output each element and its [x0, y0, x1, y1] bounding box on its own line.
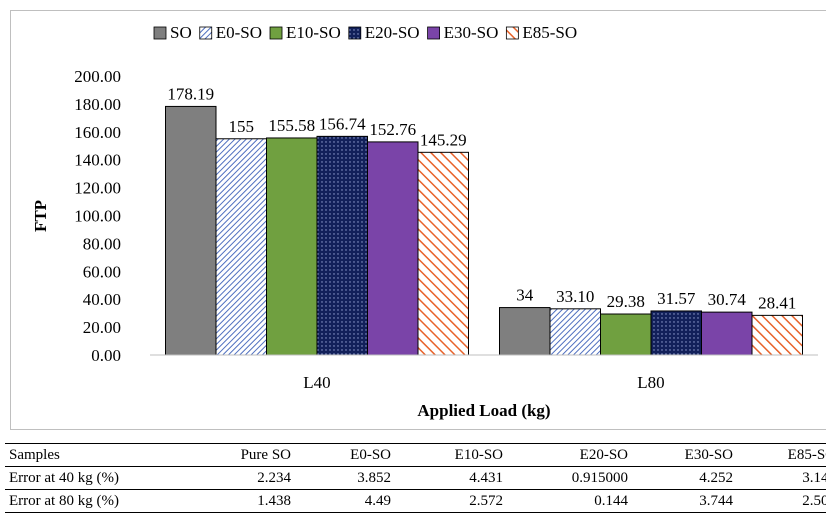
table-row: Error at 40 kg (%) 2.234 3.852 4.431 0.9… [5, 466, 826, 490]
bar-so-l40 [165, 105, 217, 356]
table-cell: 0.915000 [507, 466, 632, 490]
data-label-e85-so-l40: 145.29 [420, 130, 467, 149]
table-cell: 2.572 [395, 489, 507, 513]
data-label-e85-so-l80: 28.41 [758, 293, 796, 312]
table-cell: 2.502 [737, 489, 826, 513]
data-label-e10-so-l80: 29.38 [607, 292, 645, 311]
y-tick-label: 60.00 [83, 262, 121, 281]
y-tick-label: 40.00 [83, 290, 121, 309]
bar-e10-so-l40 [266, 137, 318, 356]
header-e30-so: E30-SO [632, 443, 737, 467]
legend-swatch-e10-so [269, 26, 283, 40]
legend-label-e20-so: E20-SO [365, 23, 420, 42]
data-label-so-l80: 34 [516, 286, 534, 305]
table-cell: 4.252 [632, 466, 737, 490]
header-e0-so: E0-SO [295, 443, 395, 467]
bar-so-l80 [499, 307, 551, 356]
legend-label-e10-so: E10-SO [286, 23, 341, 42]
table-cell: 2.234 [170, 466, 295, 490]
x-axis: L40 L80 [150, 354, 818, 392]
bar-e0-so-l40 [215, 138, 267, 356]
table-cell: 0.144 [507, 489, 632, 513]
bar-e85-so-l80 [751, 314, 803, 356]
table-cell: 4.49 [295, 489, 395, 513]
error-table: Samples Pure SO E0-SO E10-SO E20-SO E30-… [5, 443, 826, 513]
x-tick-label-l80: L80 [637, 373, 664, 392]
legend-label-so: SO [170, 23, 192, 42]
legend-swatch-e30-so [427, 26, 440, 40]
legend: SO E0-SO E10-SO E20-SO E30-SO E85-SO [153, 23, 577, 42]
header-e20-so: E20-SO [507, 443, 632, 467]
y-axis-title: FTP [31, 200, 50, 232]
y-tick-label: 0.00 [91, 346, 121, 365]
data-label-e20-so-l40: 156.74 [319, 114, 366, 133]
legend-swatch-e85-so [505, 26, 519, 40]
y-tick-label: 20.00 [83, 318, 121, 337]
y-tick-label: 140.00 [74, 151, 121, 170]
legend-swatch-e0-so [199, 26, 213, 40]
table-cell: Error at 40 kg (%) [5, 466, 170, 490]
table-cell: 3.141 [737, 466, 826, 490]
table-row: Error at 80 kg (%) 1.438 4.49 2.572 0.14… [5, 489, 826, 513]
data-label-e30-so-l40: 152.76 [369, 120, 416, 139]
bar-e20-so-l40 [316, 135, 368, 356]
error-table-container: Samples Pure SO E0-SO E10-SO E20-SO E30-… [0, 443, 826, 517]
table-cell: 3.852 [295, 466, 395, 490]
y-tick-label: 160.00 [74, 123, 121, 142]
table-cell: 3.744 [632, 489, 737, 513]
table-cell: 4.431 [395, 466, 507, 490]
bar-e85-so-l40 [417, 151, 469, 356]
legend-label-e0-so: E0-SO [216, 23, 262, 42]
legend-label-e30-so: E30-SO [444, 23, 499, 42]
y-tick-label: 200.00 [74, 67, 121, 86]
data-label-e30-so-l80: 30.74 [708, 290, 747, 309]
data-label-e0-so-l80: 33.10 [556, 287, 594, 306]
data-label-so-l40: 178.19 [167, 84, 214, 103]
bar-e20-so-l80 [650, 310, 702, 356]
header-pure-so: Pure SO [170, 443, 295, 467]
bar-e0-so-l80 [549, 308, 601, 356]
header-e85-so: E85-SO [737, 443, 826, 467]
legend-swatch-so [153, 26, 167, 40]
data-label-e20-so-l80: 31.57 [657, 289, 696, 308]
legend-label-e85-so: E85-SO [522, 23, 577, 42]
legend-swatch-e20-so [348, 26, 362, 40]
y-axis: 0.00 20.00 40.00 60.00 80.00 100.00 120.00 140.… [74, 67, 121, 365]
y-tick-label: 80.00 [83, 234, 121, 253]
data-label-e10-so-l40: 155.58 [268, 116, 315, 135]
bar-e30-so-l40 [367, 141, 419, 356]
header-e10-so: E10-SO [395, 443, 507, 467]
bar-e30-so-l80 [701, 311, 753, 356]
y-tick-label: 120.00 [74, 179, 121, 198]
table-cell: 1.438 [170, 489, 295, 513]
header-samples: Samples [5, 443, 170, 467]
x-axis-title: Applied Load (kg) [417, 401, 550, 420]
data-label-e0-so-l40: 155 [229, 117, 255, 136]
table-header-row: Samples Pure SO E0-SO E10-SO E20-SO E30-… [5, 443, 826, 467]
x-tick-label-l40: L40 [303, 373, 330, 392]
bar-chart: SO E0-SO E10-SO E20-SO E30-SO E85-SO 0.00 20.0… [31, 23, 818, 420]
y-tick-label: 180.00 [74, 95, 121, 114]
table-cell: Error at 80 kg (%) [5, 489, 170, 513]
y-tick-label: 100.00 [74, 207, 121, 226]
bar-e10-so-l80 [600, 313, 652, 356]
